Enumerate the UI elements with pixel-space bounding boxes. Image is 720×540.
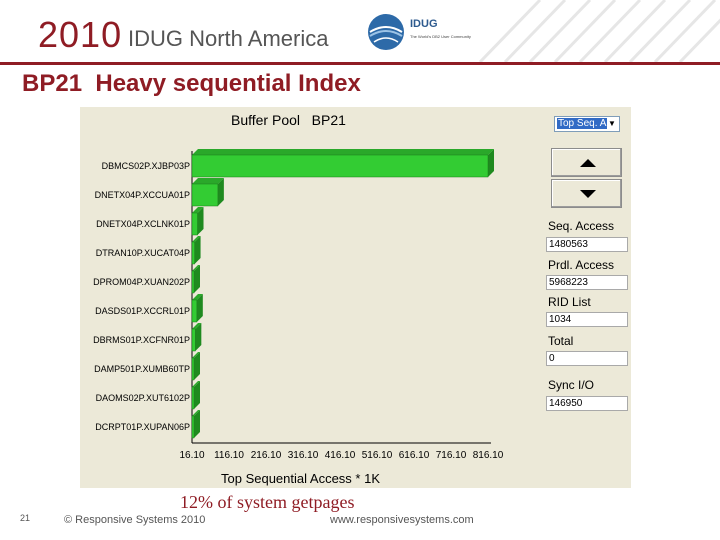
- top-seq-select[interactable]: Top Seq. A ▼: [554, 116, 620, 132]
- bar[interactable]: [191, 241, 195, 265]
- bar-top: [192, 236, 201, 242]
- x-tick-label: 516.10: [362, 450, 393, 461]
- category-label: DASDS01P.XCCRL01P: [95, 306, 190, 316]
- bar[interactable]: [191, 270, 195, 294]
- category-label: DTRAN10P.XUCAT04P: [96, 248, 190, 258]
- idug-logo-text: IDUG: [410, 18, 438, 30]
- bar[interactable]: [191, 328, 196, 352]
- category-label: DPROM04P.XUAN202P: [93, 277, 190, 287]
- bar-top: [192, 265, 200, 271]
- bar-top: [192, 207, 204, 213]
- x-tick-label: 616.10: [399, 450, 430, 461]
- idug-globe-icon: [368, 14, 404, 50]
- header-divider: [0, 62, 720, 65]
- bar[interactable]: [191, 357, 195, 381]
- footer-url: www.responsivesystems.com: [330, 514, 474, 526]
- bar-side: [194, 352, 200, 380]
- scroll-down-button[interactable]: [551, 179, 622, 208]
- sync-io-label: Sync I/O: [548, 378, 595, 392]
- bar-side: [194, 236, 201, 264]
- x-tick-label: 316.10: [288, 450, 319, 461]
- prdl-access-label: Prdl. Access: [548, 258, 615, 272]
- plot-area: [191, 151, 491, 444]
- x-tick-label: 216.10: [251, 450, 282, 461]
- bar-top: [192, 178, 224, 184]
- total-label: Total: [548, 334, 574, 348]
- x-axis-title: Top Sequential Access * 1K: [221, 471, 380, 486]
- bar[interactable]: [191, 183, 219, 207]
- category-label: DAMP501P.XUMB60TP: [94, 364, 190, 374]
- bar-top: [192, 323, 202, 329]
- bar[interactable]: [191, 154, 489, 178]
- top-seq-select-value: Top Seq. A: [557, 118, 608, 129]
- triangle-down-icon: [580, 190, 596, 198]
- idug-logo-subtext: The World's DB2 User Community: [410, 34, 471, 39]
- bar-top: [192, 381, 200, 387]
- bar-side: [194, 410, 200, 438]
- chevron-down-icon[interactable]: ▼: [608, 119, 616, 128]
- bar-side: [197, 207, 204, 235]
- banner-stripes-decoration: [478, 0, 720, 62]
- x-tick-label: 716.10: [436, 450, 467, 461]
- rid-list-label: RID List: [548, 295, 591, 309]
- rid-list-field[interactable]: 1034: [546, 312, 628, 327]
- bar-side: [194, 265, 200, 293]
- seq-access-field[interactable]: 1480563: [546, 237, 628, 252]
- bar-side: [196, 294, 203, 322]
- chart-title: Buffer Pool BP21: [231, 112, 346, 128]
- category-label: DCRPT01P.XUPAN06P: [95, 422, 190, 432]
- bar-side: [195, 323, 202, 351]
- sync-io-field[interactable]: 146950: [546, 396, 628, 411]
- banner-title: IDUG North America: [128, 26, 329, 51]
- banner-year: 2010: [38, 14, 123, 55]
- bar-top: [192, 294, 203, 300]
- bar-chart: DBMCS02P.XJBP03P DNETX04P.XCCUA01P DNETX04…: [93, 149, 504, 461]
- bar[interactable]: [191, 415, 195, 439]
- page-number: 21: [20, 513, 31, 523]
- category-label: DNETX04P.XCCUA01P: [95, 190, 190, 200]
- slide-title: BP21 Heavy sequential Index: [22, 70, 361, 97]
- category-label: DBMCS02P.XJBP03P: [102, 161, 190, 171]
- footer-note: 12% of system getpages: [180, 492, 355, 512]
- bar-side: [194, 381, 200, 409]
- seq-access-label: Seq. Access: [548, 219, 615, 233]
- category-label: DNETX04P.XCLNK01P: [96, 219, 190, 229]
- bar[interactable]: [191, 386, 195, 410]
- x-tick-label: 116.10: [214, 450, 244, 461]
- header-banner: 2010 IDUG North America IDUG The World's…: [0, 0, 720, 64]
- total-field[interactable]: 0: [546, 351, 628, 366]
- x-tick-label: 416.10: [325, 450, 356, 461]
- footer-copyright: © Responsive Systems 2010: [64, 514, 206, 526]
- x-tick-label: 816.10: [473, 450, 504, 461]
- bar-top: [192, 352, 200, 358]
- category-label: DBRMS01P.XCFNR01P: [93, 335, 190, 345]
- buffer-pool-window: Buffer Pool BP21 DBMCS02P.XJBP03P DNETX04…: [80, 107, 631, 488]
- category-label: DAOMS02P.XUT6102P: [96, 393, 190, 403]
- x-tick-label: 16.10: [179, 450, 204, 461]
- triangle-up-icon: [580, 159, 596, 167]
- bar-side: [217, 178, 224, 206]
- bar[interactable]: [191, 299, 198, 323]
- bar-side: [488, 149, 494, 177]
- bar-top: [192, 410, 200, 416]
- scroll-up-button[interactable]: [551, 148, 622, 177]
- bar-top: [192, 149, 494, 155]
- bar[interactable]: [191, 212, 198, 236]
- prdl-access-field[interactable]: 5968223: [546, 275, 628, 290]
